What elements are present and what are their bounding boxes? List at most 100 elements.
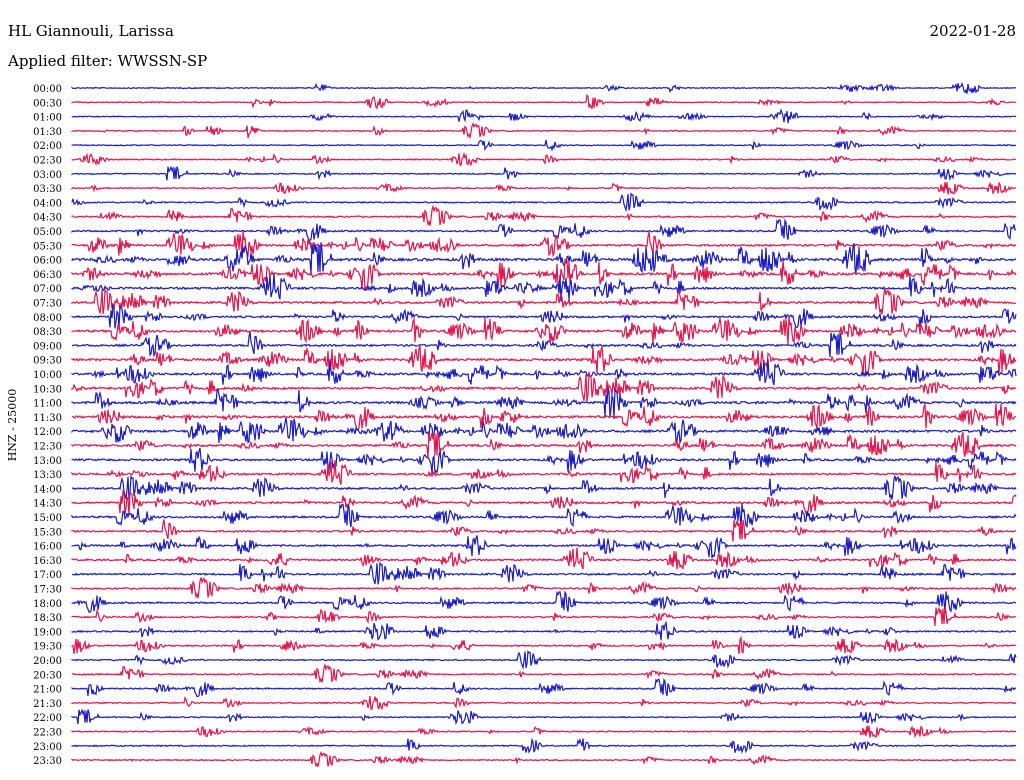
row-label: 15:00 xyxy=(33,513,62,524)
seismic-trace xyxy=(71,218,1017,241)
row-label: 12:30 xyxy=(33,442,62,453)
seismic-trace xyxy=(71,242,1017,276)
seismic-trace xyxy=(71,750,1017,768)
seismic-trace xyxy=(71,204,1017,227)
seismic-trace xyxy=(71,165,1016,181)
row-label: 22:00 xyxy=(33,713,62,724)
seismic-trace xyxy=(71,139,1017,152)
seismic-trace xyxy=(71,725,1017,739)
filter-subtitle: Applied filter: WWSSN-SP xyxy=(8,52,208,70)
row-label: 11:00 xyxy=(33,399,62,410)
row-label: 03:30 xyxy=(33,184,62,195)
seismic-trace xyxy=(71,151,1016,167)
seismic-trace xyxy=(71,331,1017,358)
row-label: 03:00 xyxy=(33,170,62,181)
row-label: 13:30 xyxy=(33,470,62,481)
seismic-trace xyxy=(71,345,1017,376)
seismic-trace xyxy=(71,403,1016,431)
seismic-trace xyxy=(71,677,1017,698)
row-label: 16:30 xyxy=(33,556,62,567)
seismic-trace xyxy=(71,737,1017,755)
row-label: 05:30 xyxy=(33,241,62,252)
row-label: 05:00 xyxy=(33,227,62,238)
date-label: 2022-01-28 xyxy=(929,22,1016,40)
seismic-trace xyxy=(71,93,1017,110)
seismic-trace xyxy=(71,635,1017,654)
seismic-trace xyxy=(71,620,1017,641)
seismic-trace xyxy=(71,459,1017,485)
seismic-trace xyxy=(71,547,1017,570)
y-axis-label: HNZ - 25000 xyxy=(6,389,19,462)
row-label: 15:30 xyxy=(33,527,62,538)
row-label: 17:00 xyxy=(33,570,62,581)
row-label: 22:30 xyxy=(33,728,62,739)
seismic-trace xyxy=(71,316,1017,345)
row-label: 23:30 xyxy=(33,756,62,767)
row-label: 08:30 xyxy=(33,327,62,338)
row-label: 12:00 xyxy=(33,427,62,438)
trace-group xyxy=(71,81,1017,768)
seismic-trace xyxy=(71,519,1016,542)
row-label: 14:30 xyxy=(33,499,62,510)
seismic-trace xyxy=(71,695,1017,711)
seismic-trace xyxy=(71,590,1017,614)
row-label: 07:30 xyxy=(33,299,62,310)
seismic-trace xyxy=(71,358,1017,386)
seismic-trace xyxy=(71,81,1016,94)
seismic-trace xyxy=(71,181,1017,195)
seismic-trace xyxy=(71,303,1017,330)
row-label: 07:00 xyxy=(33,284,62,295)
seismic-trace xyxy=(71,231,1017,259)
row-label: 09:00 xyxy=(33,341,62,352)
seismic-trace xyxy=(71,503,1017,530)
row-label: 18:30 xyxy=(33,613,62,624)
seismic-trace xyxy=(71,387,1017,419)
row-label: 20:30 xyxy=(33,670,62,681)
seismic-trace xyxy=(71,273,1017,302)
row-label: 10:30 xyxy=(33,384,62,395)
seismic-trace xyxy=(71,192,1016,213)
row-label: 19:00 xyxy=(33,627,62,638)
seismic-trace xyxy=(71,371,1017,402)
seismic-trace xyxy=(71,649,1017,670)
seismic-trace xyxy=(71,489,1017,516)
seismic-trace xyxy=(71,708,1017,726)
row-label: 19:30 xyxy=(33,642,62,653)
row-label: 11:30 xyxy=(33,413,62,424)
seismic-trace xyxy=(71,535,1017,559)
row-label: 21:00 xyxy=(33,685,62,696)
seismic-trace xyxy=(71,662,1017,684)
seismic-trace xyxy=(71,107,1017,124)
seismic-trace xyxy=(71,258,1017,291)
seismic-trace xyxy=(71,417,1017,445)
row-label: 01:30 xyxy=(33,127,62,138)
row-label: 00:30 xyxy=(33,98,62,109)
row-label: 02:30 xyxy=(33,156,62,167)
seismic-trace xyxy=(71,577,1017,599)
seismic-trace xyxy=(71,431,1017,459)
seismic-trace xyxy=(71,474,1017,500)
row-label: 01:00 xyxy=(33,113,62,124)
row-label: 08:00 xyxy=(33,313,62,324)
row-label: 20:00 xyxy=(33,656,62,667)
seismic-trace xyxy=(71,122,1017,140)
row-label: 21:30 xyxy=(33,699,62,710)
row-label: 23:00 xyxy=(33,742,62,753)
row-label: 04:00 xyxy=(33,198,62,209)
seismic-trace xyxy=(71,447,1017,475)
row-label: 04:30 xyxy=(33,213,62,224)
row-label: 14:00 xyxy=(33,484,62,495)
row-label: 18:00 xyxy=(33,599,62,610)
station-title: HL Giannouli, Larissa xyxy=(8,22,174,40)
row-label: 06:30 xyxy=(33,270,62,281)
row-label: 00:00 xyxy=(33,84,62,95)
row-label: 10:00 xyxy=(33,370,62,381)
seismic-trace xyxy=(71,287,1017,315)
row-label-group: 00:00 00:30 01:00 01:30 02:00 02:30 03:00 03:30… xyxy=(33,84,62,767)
row-label: 13:00 xyxy=(33,456,62,467)
row-label: 16:00 xyxy=(33,542,62,553)
row-label: 09:30 xyxy=(33,356,62,367)
row-label: 06:00 xyxy=(33,256,62,267)
row-label: 17:30 xyxy=(33,585,62,596)
